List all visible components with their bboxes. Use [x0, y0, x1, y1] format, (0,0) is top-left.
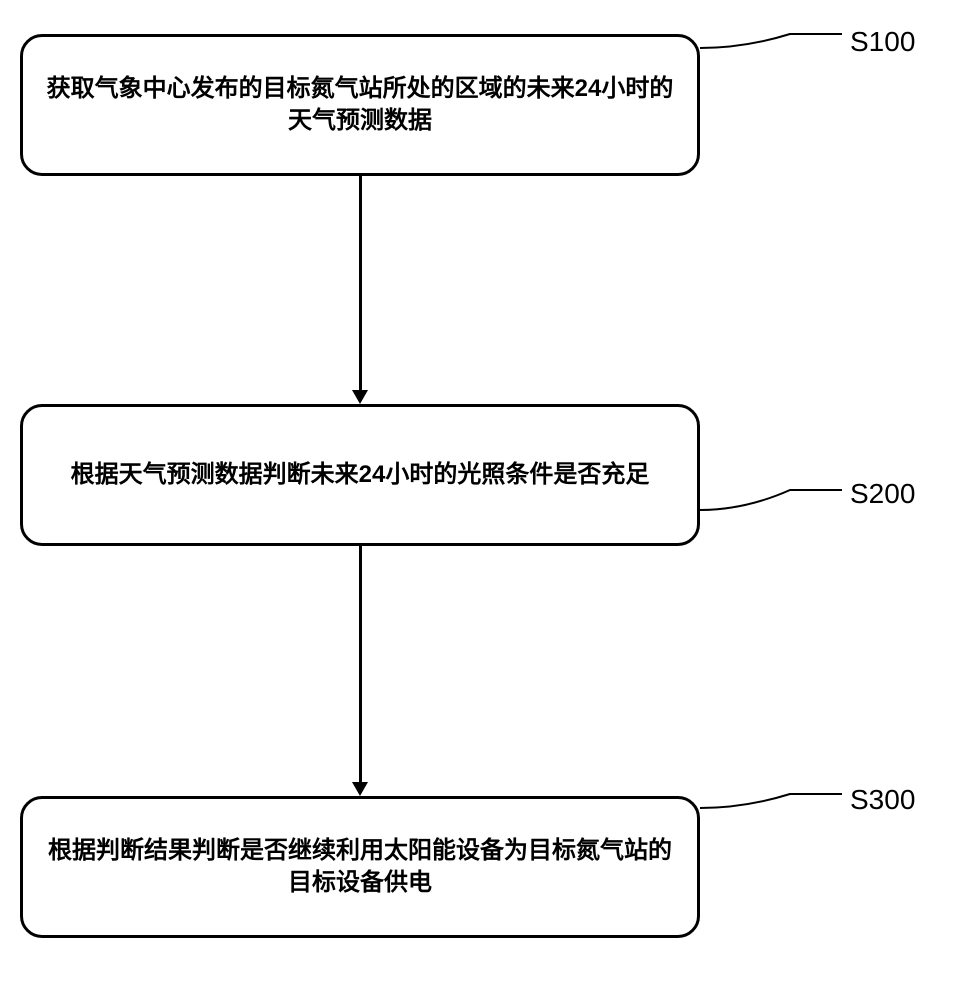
arrow-down-icon [352, 782, 368, 796]
flow-node-text: 根据天气预测数据判断未来24小时的光照条件是否充足 [71, 459, 650, 491]
arrow-down-icon [352, 390, 368, 404]
flow-node-s100: 获取气象中心发布的目标氮气站所处的区域的未来24小时的天气预测数据 [20, 34, 700, 176]
callout-line [696, 30, 846, 68]
callout-line [696, 790, 846, 828]
flow-node-label-s200: S200 [850, 478, 915, 510]
edge-s200-s300 [359, 546, 362, 784]
flow-node-s300: 根据判断结果判断是否继续利用太阳能设备为目标氮气站的目标设备供电 [20, 796, 700, 938]
flow-node-text: 根据判断结果判断是否继续利用太阳能设备为目标氮气站的目标设备供电 [43, 835, 677, 900]
flow-node-label-s100: S100 [850, 26, 915, 58]
edge-s100-s200 [359, 176, 362, 392]
callout-line [696, 486, 846, 530]
flow-node-s200: 根据天气预测数据判断未来24小时的光照条件是否充足 [20, 404, 700, 546]
flow-node-label-s300: S300 [850, 784, 915, 816]
flow-node-text: 获取气象中心发布的目标氮气站所处的区域的未来24小时的天气预测数据 [43, 73, 677, 138]
